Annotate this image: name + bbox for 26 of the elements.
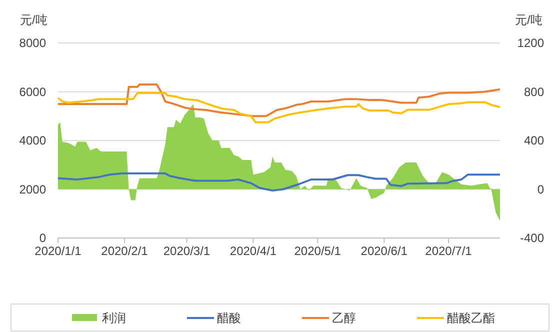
y-tick-label: 0 [39,231,46,245]
legend-label: 醋酸乙酯 [447,311,495,325]
y-axis-title: 元/吨 [20,13,48,27]
legend-label: 利润 [102,311,126,325]
x-tick-label: 2020/4/1 [230,244,277,258]
y-tick-label: 4000 [19,134,46,148]
legend-label: 乙醇 [332,311,356,325]
x-tick-label: 2020/3/1 [163,244,210,258]
y2-tick-label: -400 [520,231,544,245]
x-tick-label: 2020/1/1 [34,244,82,258]
y-tick-label: 2000 [19,182,46,196]
y2-tick-label: 800 [524,84,544,99]
line-series [57,92,501,124]
x-tick-label: 2020/2/1 [101,244,148,258]
y-tick-label: 8000 [19,36,46,50]
y2-axis-title: 元/吨 [515,13,542,27]
line-series [57,83,501,118]
x-tick-label: 2020/6/1 [360,244,408,258]
x-tick-label: 2020/5/1 [294,244,342,258]
y2-tick-label: 1200 [517,36,544,50]
x-tick-label: 2020/7/1 [425,244,472,258]
y2-tick-label: 0 [537,182,544,196]
y2-tick-label: 400 [524,134,544,148]
legend-label: 醋酸 [217,311,241,325]
line-series [57,172,501,192]
y-tick-label: 6000 [19,84,46,99]
